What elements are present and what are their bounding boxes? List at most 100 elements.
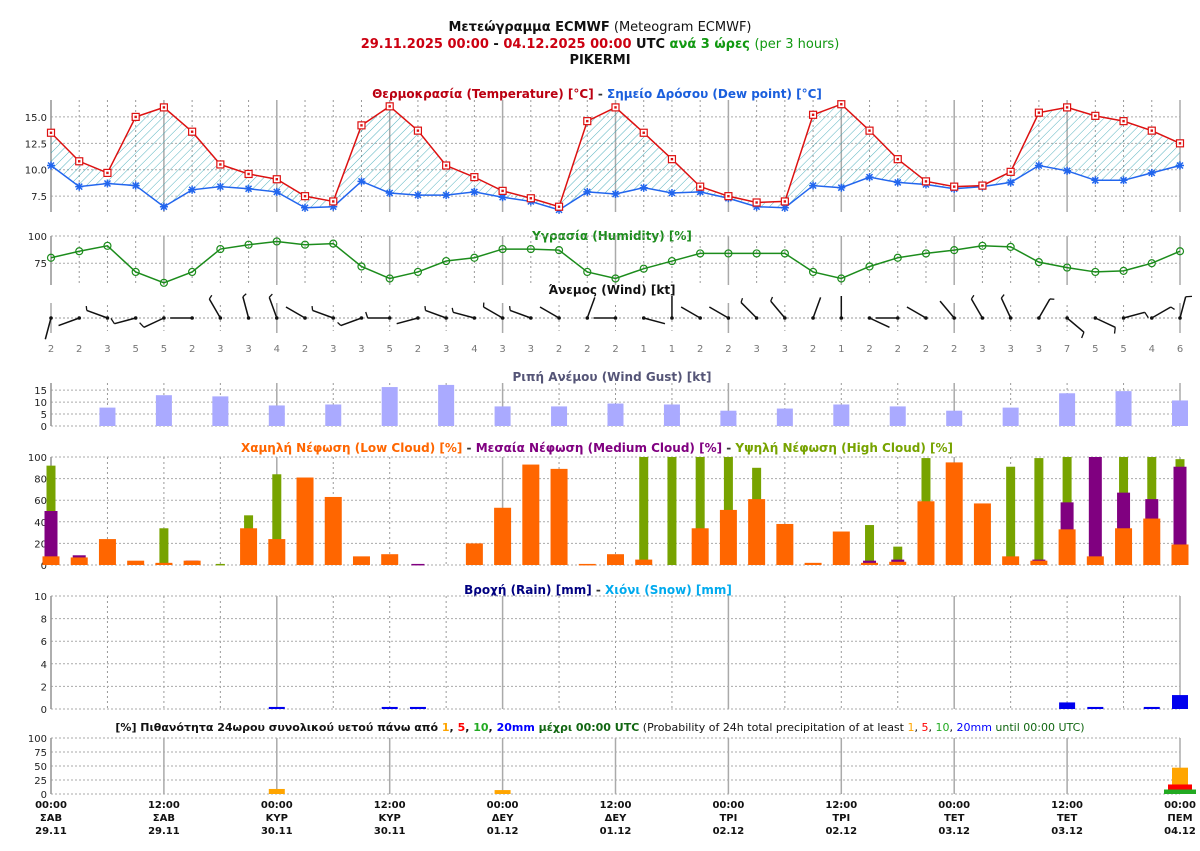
probability-ytick-label: 100 — [28, 734, 47, 745]
low-cloud-bar — [127, 560, 145, 565]
gust-ytick-label: 0 — [41, 422, 47, 433]
high-cloud-bar — [159, 528, 169, 565]
x-tick-date: 29.11 — [148, 826, 180, 837]
wind-barb-staff — [906, 306, 927, 319]
rain-bar — [1059, 702, 1076, 709]
wind-station-dot — [867, 316, 872, 320]
wind-speed-label: 7 — [1064, 344, 1070, 355]
x-tick-time: 00:00 — [35, 800, 67, 811]
wind-barb-feather — [451, 307, 454, 313]
high-cloud-bar — [272, 474, 282, 565]
low-cloud-bar — [889, 561, 907, 565]
humidity-point — [865, 262, 874, 271]
medium-cloud-bar — [1088, 457, 1102, 565]
dewpoint-point — [470, 187, 479, 196]
wind-barb-staff — [340, 317, 362, 327]
gust-bar — [1115, 391, 1132, 426]
wind-barb-staff — [143, 317, 165, 328]
wind-speed-label: 3 — [979, 344, 985, 355]
wind-speed-label: 5 — [1120, 344, 1126, 355]
wind-station-dot — [529, 316, 533, 320]
wind-speed-label: 2 — [951, 344, 957, 355]
humidity-point — [978, 241, 987, 250]
humidity-point — [470, 253, 479, 262]
wind-barb-feather — [268, 293, 273, 298]
prob-1mm-bar — [494, 790, 511, 794]
humidity-point — [300, 240, 310, 249]
temperature-point-center — [473, 175, 476, 179]
wind-barb-feather — [110, 318, 115, 325]
dewpoint-point — [75, 182, 84, 191]
wind-station-dot — [275, 316, 279, 320]
dewpoint-point — [780, 203, 789, 212]
dewpoint-point — [103, 179, 112, 188]
wind-station-dot — [670, 316, 674, 320]
wind-barb-staff — [740, 301, 758, 319]
low-cloud-bar — [98, 539, 116, 565]
title-sep: - — [592, 583, 605, 597]
low-cloud-bar — [1143, 518, 1161, 565]
wind-barb-staff — [1000, 297, 1012, 319]
humidity-point — [329, 239, 338, 248]
dewpoint-point — [357, 177, 366, 186]
temperature-point-center — [614, 106, 617, 109]
humidity-point — [442, 256, 451, 266]
dewpoint-point — [442, 191, 451, 200]
x-tick-time: 12:00 — [374, 800, 406, 811]
step-label-en: (per 3 hours) — [754, 37, 839, 52]
x-tick-date: 03.12 — [1051, 826, 1083, 837]
wind-station-dot — [387, 316, 392, 320]
dewpoint-point — [188, 185, 197, 194]
temperature-ytick-label: 12.5 — [25, 139, 47, 150]
x-tick-date: 03.12 — [938, 826, 970, 837]
comma: , — [914, 721, 921, 734]
high-cloud-bar — [865, 525, 875, 565]
dewpoint-point — [216, 182, 225, 191]
humidity-point — [893, 253, 902, 262]
range-utc: UTC — [636, 37, 665, 52]
dewpoint-point — [1034, 161, 1043, 170]
humidity-point — [526, 244, 535, 254]
meteogram-title: Μετεώγραμμα ECMWF (Meteogram ECMWF) — [448, 20, 751, 35]
wind-station-dot — [783, 316, 787, 320]
temperature-point-center — [1094, 114, 1097, 118]
wind-speed-label: 4 — [471, 344, 477, 355]
dewpoint-point — [47, 161, 55, 170]
cloud-ytick-label: 80 — [34, 475, 47, 486]
cloud-ytick-label: 0 — [41, 561, 47, 572]
high-cloud-bar — [893, 546, 903, 565]
dewpoint-point — [809, 181, 818, 190]
wind-barb-feather — [740, 297, 744, 303]
wind-station-dot — [246, 316, 251, 320]
wind-barb-staff — [425, 309, 447, 319]
probability-ytick-label: 75 — [34, 748, 47, 759]
temperature-point-center — [1009, 170, 1012, 174]
humidity-point — [103, 241, 112, 250]
dewpoint-point — [696, 187, 705, 196]
rain-title: Βροχή (Rain) [mm] — [464, 583, 592, 597]
dewpoint-point — [413, 191, 422, 200]
x-tick-day: ΚΥΡ — [266, 813, 288, 824]
x-tick-time: 12:00 — [148, 800, 180, 811]
wind-speed-label: 3 — [217, 344, 223, 355]
wind-speed-label: 2 — [725, 344, 731, 355]
low-cloud-bar — [70, 557, 88, 565]
rain-bar — [1087, 706, 1104, 709]
x-tick-date: 02.12 — [825, 826, 857, 837]
dewpoint-point — [639, 183, 648, 192]
wind-barb-staff — [58, 317, 80, 327]
low-cloud-bar — [607, 554, 624, 565]
rain-ytick-label: 6 — [41, 637, 47, 648]
wind-barb-staff — [680, 306, 701, 319]
wind-barb-feather — [337, 321, 342, 326]
low-cloud-bar — [973, 503, 991, 565]
dewpoint-point — [1006, 178, 1015, 187]
wind-station-dot — [472, 316, 477, 320]
medium-cloud-bar — [863, 560, 877, 565]
title-en: (Meteogram ECMWF) — [614, 20, 752, 35]
wind-station-dot — [980, 316, 985, 320]
humidity-point — [357, 262, 366, 271]
low-cloud-bar — [465, 543, 483, 565]
rain-bar — [381, 706, 398, 709]
wind-speed-label: 3 — [1036, 344, 1042, 355]
